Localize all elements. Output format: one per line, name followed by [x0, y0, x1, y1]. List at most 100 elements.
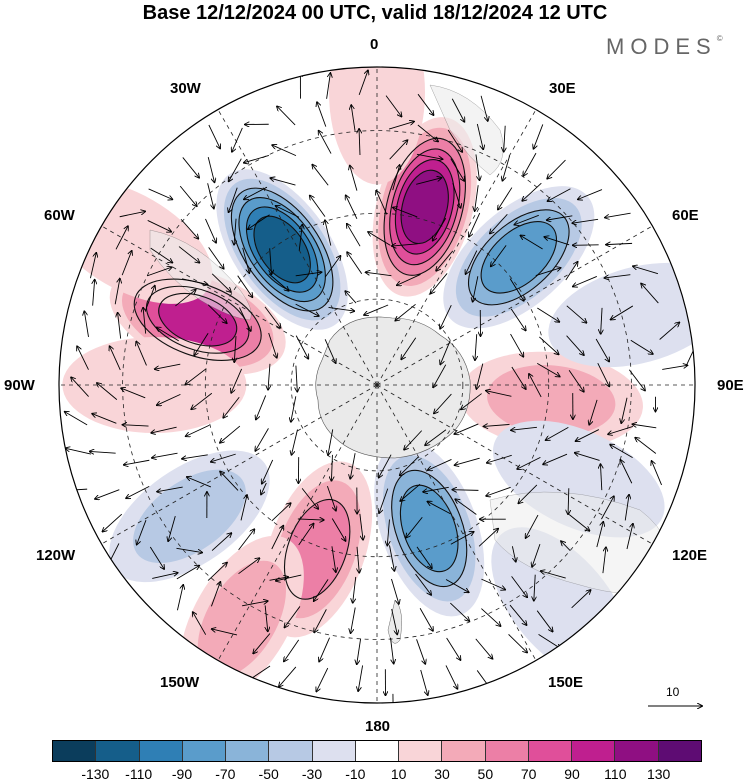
map-disc-border	[58, 66, 696, 704]
wind-arrow	[272, 145, 297, 157]
colorbar-swatch	[572, 741, 616, 761]
contour-line	[133, 278, 262, 361]
wind-arrow	[389, 545, 394, 571]
wind-arrow	[155, 363, 181, 369]
wind-arrow	[635, 438, 657, 454]
wind-arrow	[659, 322, 680, 340]
wind-arrow	[476, 363, 484, 389]
contour-line	[245, 206, 319, 293]
wind-arrow	[451, 98, 464, 122]
wind-arrow	[102, 513, 123, 531]
wind-arrow	[148, 188, 173, 199]
wind-arrow	[207, 563, 227, 581]
wind-arrow	[126, 485, 150, 498]
lon-label-150e: 150E	[548, 674, 584, 691]
wind-arrow	[261, 482, 267, 494]
wind-arrow	[440, 340, 451, 364]
lon-label-90w: 90W	[4, 377, 35, 394]
wind-arrow	[151, 426, 177, 433]
wind-arrow	[502, 155, 511, 181]
wind-arrow	[475, 154, 480, 180]
wind-arrow	[632, 424, 657, 429]
wind-arrow	[119, 211, 145, 218]
colorbar-tick-label: -10	[345, 766, 366, 782]
wind-arrow	[481, 578, 505, 590]
meridian-line	[101, 225, 378, 386]
wind-arrow	[565, 262, 578, 281]
anomaly-band	[197, 560, 286, 678]
colorbar-swatch	[53, 741, 97, 761]
wind-arrow	[404, 430, 423, 450]
wind-arrow	[114, 279, 120, 305]
wind-arrow	[536, 610, 552, 632]
meridian-line	[101, 384, 378, 545]
colorbar-tick-label: -110	[125, 766, 153, 782]
wind-arrow	[452, 182, 461, 208]
wind-arrow	[417, 124, 438, 141]
colorbar-tick-label: 110	[604, 766, 627, 782]
wind-arrow	[242, 601, 268, 607]
wind-arrow	[328, 306, 355, 311]
wind-arrow	[611, 305, 634, 320]
wind-arrow	[207, 183, 214, 208]
colorbar-swatch	[226, 741, 270, 761]
wind-arrow	[208, 124, 220, 148]
wind-arrow	[509, 604, 527, 625]
reference-vector-label: 10	[666, 685, 680, 699]
wind-arrow	[276, 206, 300, 218]
wind-arrow	[537, 362, 559, 376]
wind-arrow	[147, 220, 171, 231]
wind-arrow	[110, 346, 121, 371]
wind-arrow	[400, 483, 421, 501]
wind-arrow	[498, 187, 513, 210]
lon-label-120e: 120E	[672, 547, 708, 564]
wind-arrow	[124, 459, 150, 465]
wind-arrow	[325, 220, 332, 246]
wind-arrow	[466, 250, 478, 274]
wind-arrow	[624, 495, 629, 521]
wind-arrow	[392, 244, 418, 246]
anomaly-band	[401, 170, 449, 244]
wind-arrow	[297, 519, 324, 520]
colorbar-tick-label: -90	[171, 766, 193, 782]
wind-arrow	[331, 546, 336, 572]
wind-arrow	[511, 576, 528, 597]
wind-arrow	[326, 73, 331, 99]
anomaly-band	[62, 337, 247, 433]
meridian-line	[376, 225, 653, 386]
wind-arrow	[391, 578, 398, 604]
meridian-line	[217, 384, 378, 661]
wind-arrow	[605, 212, 631, 217]
wind-arrow	[364, 304, 389, 315]
wind-arrow	[379, 488, 389, 514]
anomaly-band	[133, 469, 246, 564]
wind-arrow	[423, 486, 449, 492]
wind-arrow	[312, 165, 329, 186]
wind-arrow	[237, 275, 253, 297]
wind-arrow	[511, 426, 537, 430]
wind-arrow	[150, 247, 173, 262]
wind-arrow	[504, 125, 506, 152]
wind-arrow	[517, 456, 541, 469]
wind-vectors	[61, 70, 695, 703]
wind-arrow	[123, 425, 149, 426]
wind-arrow	[210, 582, 220, 607]
wind-arrow	[568, 488, 569, 514]
parallel-circle	[204, 212, 550, 558]
wind-arrow	[416, 153, 443, 159]
wind-arrow	[115, 226, 128, 250]
wind-arrow	[295, 335, 308, 359]
wind-arrow	[366, 272, 392, 277]
wind-arrow	[387, 519, 389, 546]
wind-arrow	[77, 346, 89, 370]
wind-arrow	[395, 303, 416, 320]
wind-arrow	[326, 485, 335, 511]
wind-arrow	[240, 495, 247, 521]
colorbar-swatch	[182, 741, 227, 761]
wind-arrow	[229, 187, 238, 213]
wind-arrow	[478, 529, 498, 547]
wind-arrow	[529, 374, 542, 398]
wind-arrow	[445, 579, 469, 593]
wind-arrow	[234, 218, 236, 245]
